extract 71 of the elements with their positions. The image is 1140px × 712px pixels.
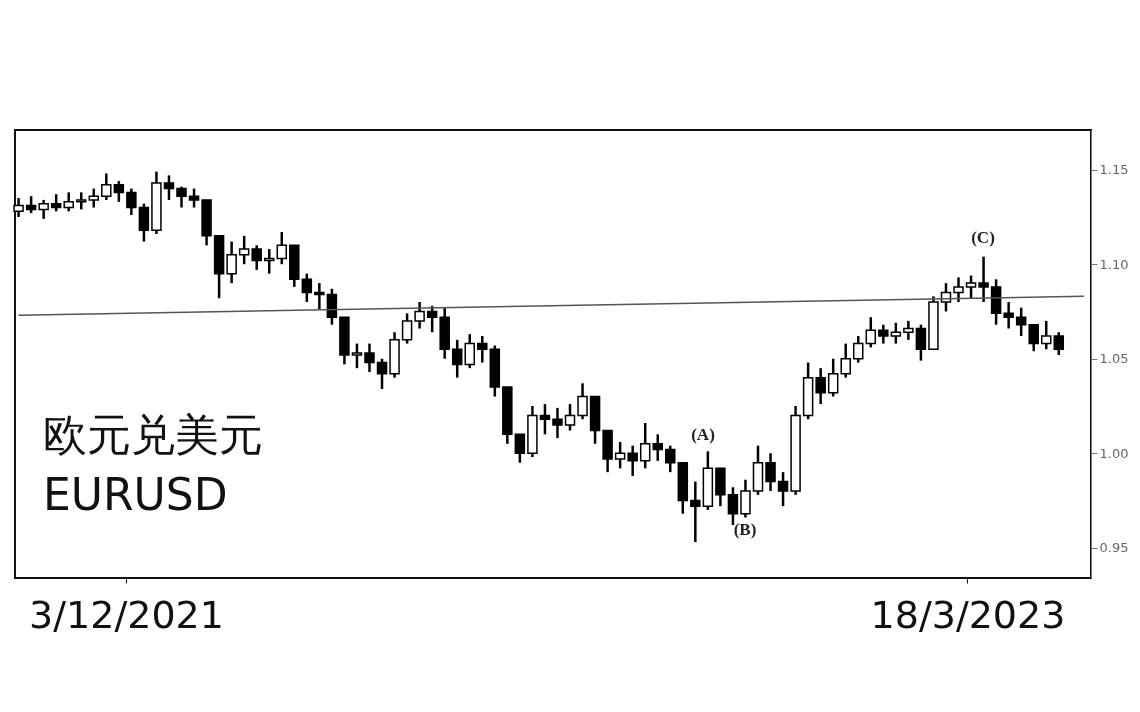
candlestick xyxy=(13,196,24,219)
candlestick xyxy=(113,179,125,204)
candlestick xyxy=(890,321,902,345)
x-tick-label: 3/12/2021 xyxy=(29,592,224,637)
y-tick-label: 1.15 xyxy=(1099,162,1129,178)
text: EURUSD xyxy=(43,469,228,520)
candlestick xyxy=(401,312,413,345)
candlestick xyxy=(765,451,776,493)
candlestick xyxy=(1015,306,1027,338)
candlestick xyxy=(163,174,175,202)
candlestick xyxy=(376,357,388,391)
candlestick xyxy=(865,315,877,349)
annotation: (A) xyxy=(691,425,715,444)
candlestick xyxy=(539,402,551,436)
candlestick xyxy=(978,255,989,304)
candlestick xyxy=(188,187,200,209)
candlestick xyxy=(176,185,187,209)
candlestick xyxy=(101,172,112,202)
candlestick xyxy=(351,342,363,370)
candlestick xyxy=(639,421,651,470)
candlestick xyxy=(777,470,789,508)
candlestick xyxy=(627,444,638,478)
candlestick xyxy=(326,287,338,326)
candlestick xyxy=(827,357,839,398)
candlestick xyxy=(1040,319,1052,351)
candlestick xyxy=(514,433,526,464)
y-tick-label: 0.95 xyxy=(1099,540,1129,556)
candlestick xyxy=(1053,331,1065,357)
candlestick xyxy=(577,382,588,421)
candlestick xyxy=(903,319,914,342)
candlestick xyxy=(915,323,927,362)
candlestick xyxy=(1003,300,1014,330)
candlestick xyxy=(38,198,49,221)
candlestick xyxy=(840,342,851,379)
text: 欧元兑美元 xyxy=(43,409,263,460)
candlestick xyxy=(451,338,463,379)
candlestick xyxy=(815,366,826,406)
candlestick xyxy=(690,480,701,544)
x-tick-label: 18/3/2023 xyxy=(870,592,1066,637)
candlestick xyxy=(364,342,375,374)
candlestick xyxy=(464,332,475,370)
y-tick-label: 1.00 xyxy=(1099,445,1129,461)
candlestick xyxy=(126,187,137,217)
candlestick xyxy=(552,406,563,440)
candlestick xyxy=(740,478,751,519)
candlestick xyxy=(88,187,100,209)
candlestick xyxy=(878,323,889,345)
candlestick xyxy=(414,300,425,330)
candlestick xyxy=(564,402,576,432)
candlestick xyxy=(477,334,488,364)
candlestick xyxy=(226,240,237,285)
y-tick-label: 1.05 xyxy=(1099,351,1129,367)
candlestick xyxy=(276,230,288,266)
y-tick-label: 1.10 xyxy=(1099,256,1129,272)
annotation: (B) xyxy=(733,520,757,539)
annotation: (C) xyxy=(971,228,995,247)
candlestick xyxy=(251,244,262,272)
candlestick xyxy=(263,247,275,275)
candlestick xyxy=(652,433,663,463)
candlestick xyxy=(953,276,964,304)
candlestick xyxy=(614,440,626,470)
candlestick xyxy=(63,191,74,213)
candlestick xyxy=(853,334,864,364)
candlestick xyxy=(314,281,325,311)
candlestick xyxy=(1028,323,1039,353)
candlestick xyxy=(426,304,438,334)
candlestick xyxy=(238,234,250,266)
candlestick xyxy=(965,274,977,300)
candlestick xyxy=(301,272,313,304)
candlestick xyxy=(665,444,676,474)
candlestick xyxy=(138,202,150,243)
